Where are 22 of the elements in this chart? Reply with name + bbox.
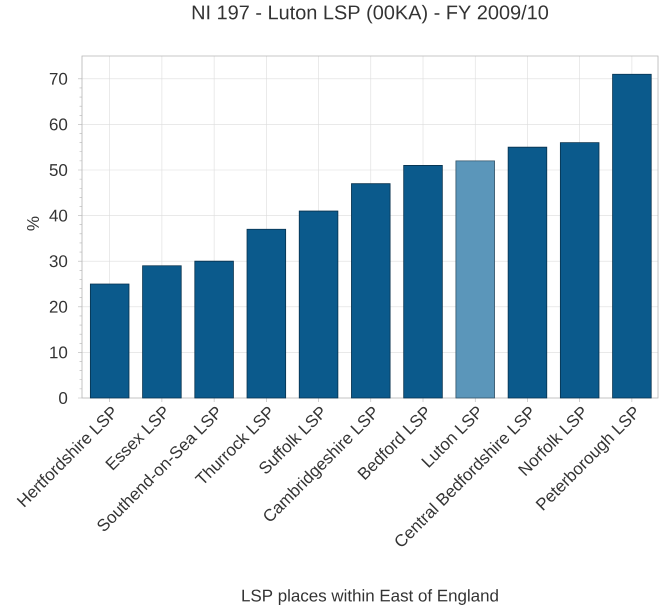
y-tick-label: 50 <box>50 164 68 176</box>
y-tick-label: 60 <box>50 118 68 130</box>
bar <box>612 74 652 398</box>
bar <box>508 146 548 398</box>
bar <box>351 183 391 398</box>
bar <box>560 142 600 398</box>
y-tick-label: 30 <box>50 255 68 268</box>
y-tick-label: 40 <box>49 210 68 222</box>
y-tick-label: 20 <box>50 300 68 313</box>
bar <box>90 284 130 398</box>
y-axis-title: % <box>27 216 39 231</box>
bar <box>403 165 443 398</box>
bar <box>456 160 495 398</box>
bar <box>298 210 338 398</box>
y-tick-label: 70 <box>50 72 68 85</box>
bar <box>246 228 286 398</box>
bar <box>142 265 182 398</box>
x-axis-title: LSP places within East of England <box>242 589 498 605</box>
chart-title: NI 197 - Luton LSP (00KA) - FY 2009/10 <box>192 4 548 24</box>
bar <box>194 260 234 398</box>
y-tick-label: 10 <box>50 346 68 358</box>
y-tick-label: 0 <box>59 392 68 404</box>
